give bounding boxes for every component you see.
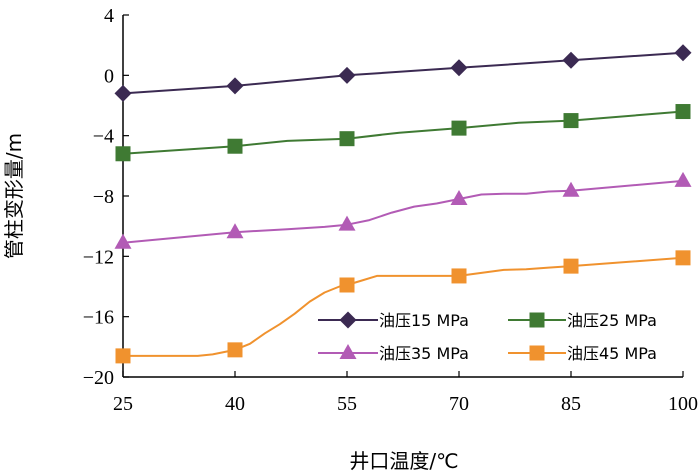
- legend-marker: [339, 311, 357, 329]
- y-tick-label: −12: [83, 246, 114, 268]
- data-point: [227, 342, 243, 358]
- legend-item: 油压35 MPa: [318, 344, 469, 363]
- data-point: [115, 146, 131, 162]
- data-point: [563, 113, 579, 129]
- data-point: [451, 120, 467, 136]
- data-point: [226, 223, 244, 239]
- legend-marker: [339, 344, 357, 359]
- data-point: [115, 348, 131, 364]
- data-point: [675, 104, 691, 120]
- y-tick-label: −20: [83, 367, 114, 389]
- data-point: [675, 250, 691, 266]
- series-line: [122, 51, 684, 95]
- series-2: [115, 104, 691, 162]
- x-tick-label: 100: [668, 393, 698, 415]
- y-tick-label: 4: [104, 5, 114, 27]
- x-tick-label: 70: [449, 393, 469, 415]
- x-tick-label: 55: [337, 393, 357, 415]
- data-point: [450, 190, 468, 206]
- y-tick-label: 0: [104, 65, 114, 87]
- x-tick-label: 85: [561, 393, 581, 415]
- data-point: [114, 84, 132, 102]
- legend-marker: [529, 312, 545, 328]
- y-tick-label: −16: [83, 307, 114, 329]
- data-point: [674, 171, 692, 187]
- data-point: [562, 51, 580, 69]
- data-point: [226, 77, 244, 95]
- legend-item: 油压25 MPa: [508, 311, 657, 330]
- legend: 油压15 MPa 油压25 MPa 油压35 MPa 油压45 MPa: [318, 311, 657, 363]
- data-point: [227, 138, 243, 154]
- data-point: [339, 131, 355, 147]
- x-axis-title: 井口温度/℃: [349, 449, 458, 473]
- data-point: [450, 59, 468, 77]
- series-line: [122, 179, 684, 244]
- legend-label: 油压45 MPa: [567, 344, 657, 363]
- x-tick-label: 40: [225, 393, 245, 415]
- legend-label: 油压35 MPa: [379, 344, 469, 363]
- data-point: [339, 277, 355, 293]
- data-point: [451, 268, 467, 284]
- data-point: [338, 215, 356, 231]
- y-tick-label: −8: [93, 186, 114, 208]
- series-layer: [114, 44, 692, 364]
- series-1: [114, 44, 692, 102]
- series-line: [122, 110, 684, 155]
- legend-label: 油压25 MPa: [567, 311, 657, 330]
- x-tick-label: 25: [113, 393, 133, 415]
- y-axis-title: 管柱变形量/m: [2, 133, 26, 259]
- data-point: [562, 181, 580, 197]
- data-point: [563, 258, 579, 274]
- series-3: [114, 171, 692, 249]
- data-point: [674, 44, 692, 62]
- series-4: [115, 250, 691, 364]
- legend-label: 油压15 MPa: [379, 311, 469, 330]
- data-point: [338, 66, 356, 84]
- data-point: [114, 233, 132, 249]
- y-tick-label: −4: [93, 126, 114, 148]
- legend-item: 油压15 MPa: [318, 311, 469, 330]
- series-line: [123, 256, 684, 357]
- legend-item: 油压45 MPa: [508, 344, 657, 363]
- legend-marker: [529, 345, 545, 361]
